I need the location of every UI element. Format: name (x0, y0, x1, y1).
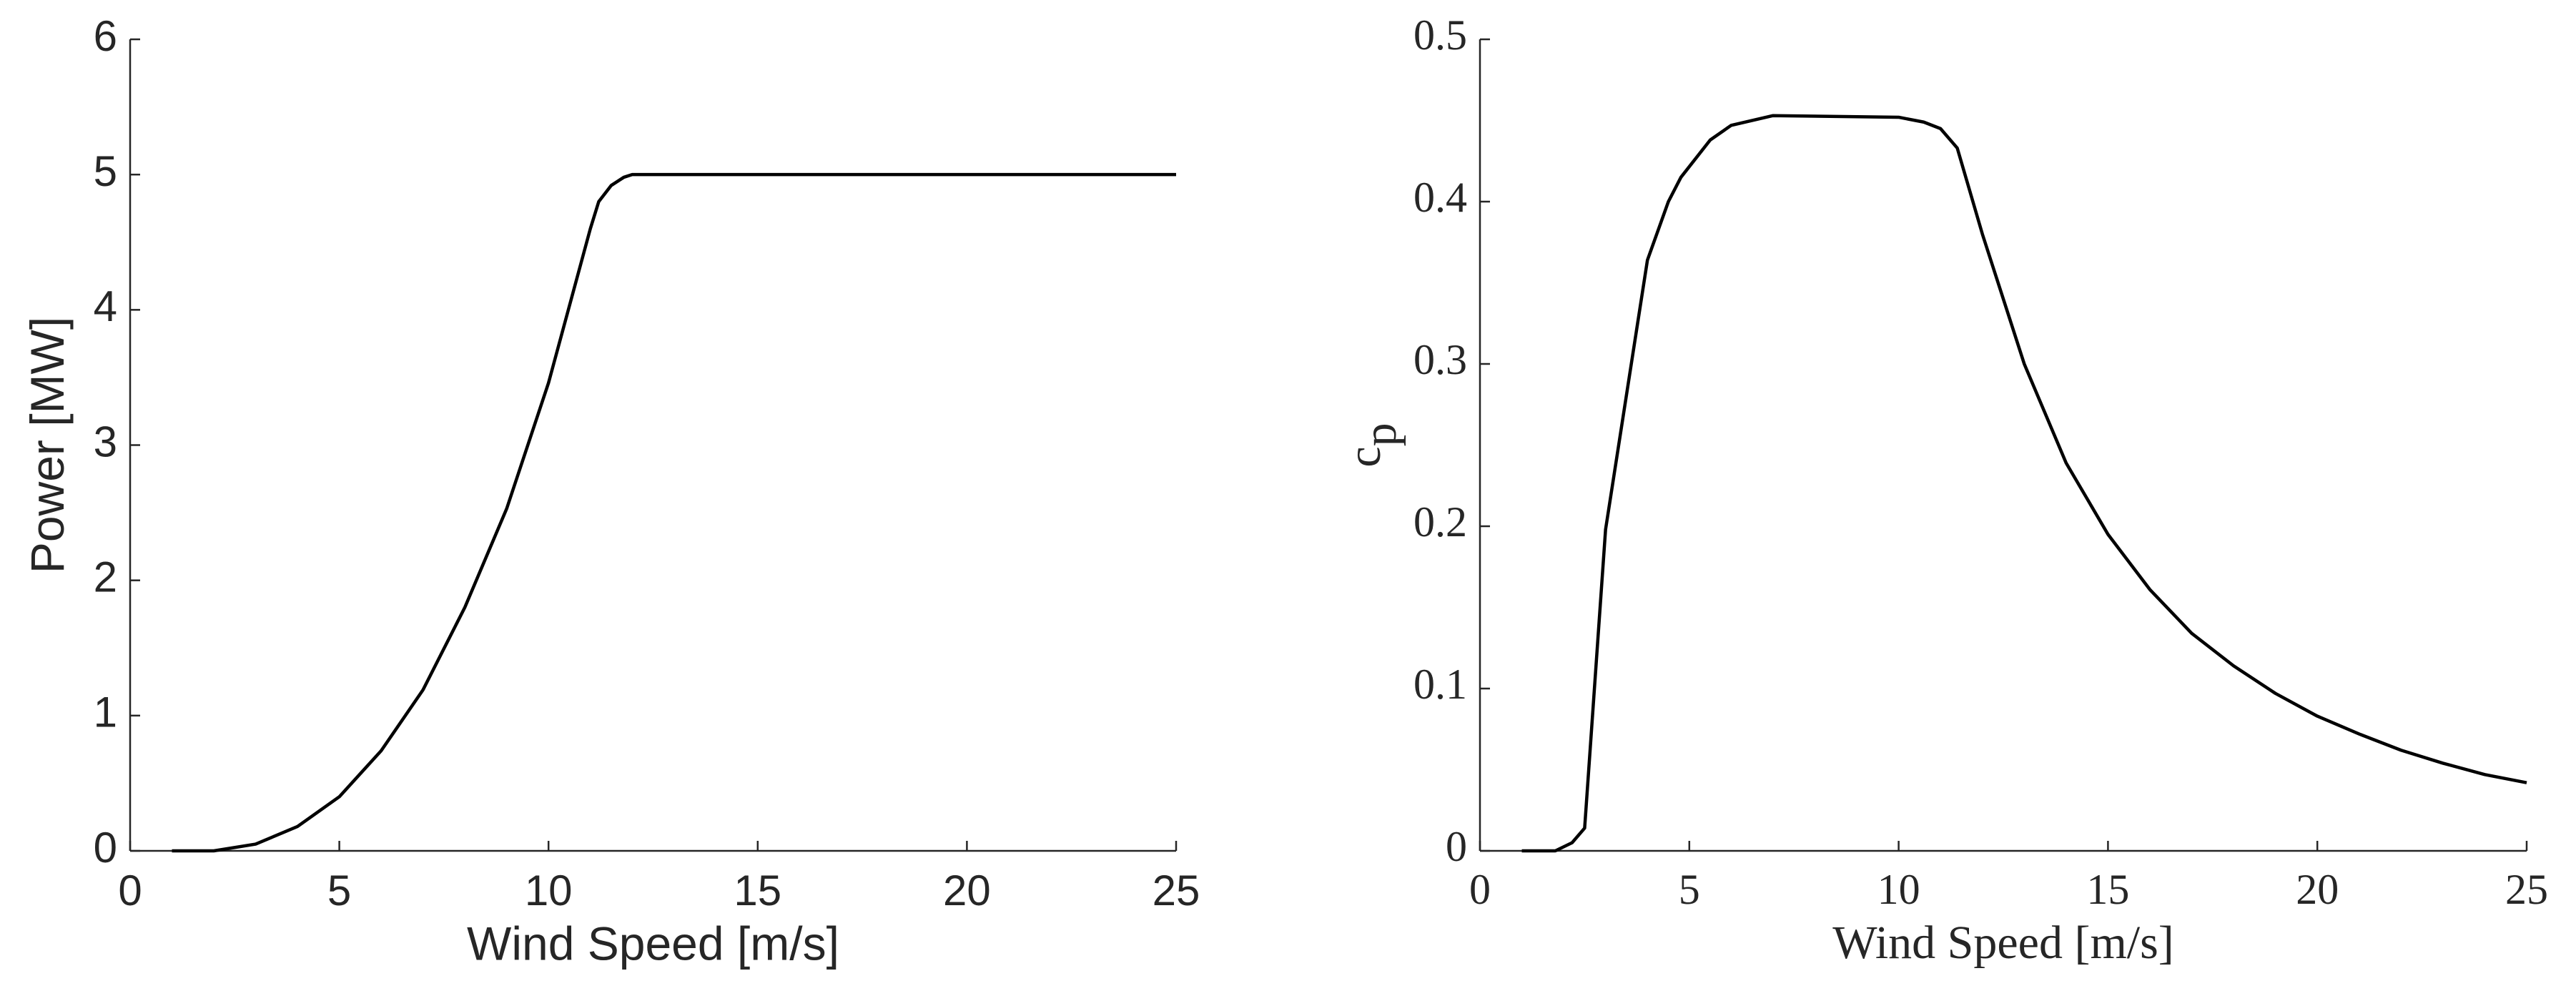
y-tick-label: 0 (1446, 823, 1467, 870)
y-axis-label: Power [MW] (21, 317, 74, 573)
y-axis-label: cp (1338, 423, 1406, 467)
y-tick-label: 6 (94, 12, 117, 60)
line-series (1521, 114, 2527, 853)
x-tick-label: 0 (118, 867, 142, 914)
y-tick-label: 0 (94, 824, 117, 872)
y-tick-label: 0.5 (1413, 11, 1467, 59)
x-tick-label: 15 (734, 867, 781, 914)
x-tick-label: 5 (1679, 866, 1700, 913)
x-tick-label: 25 (1153, 867, 1200, 914)
y-tick-label: 5 (94, 147, 117, 195)
y-label-main: c (1338, 446, 1391, 467)
x-tick-label: 20 (943, 867, 991, 914)
y-tick-label: 2 (94, 553, 117, 601)
y-tick-label: 0.4 (1413, 174, 1467, 221)
x-tick-label: 10 (1877, 866, 1920, 913)
line-series (172, 172, 1176, 853)
x-tick-label: 5 (327, 867, 351, 914)
x-tick-label: 25 (2505, 866, 2548, 913)
chart: 0 5 10 15 20 25 0 1 2 3 4 5 6 Wind Speed [m/s] Power [… (21, 12, 1200, 970)
y-label-main: Power [MW] (21, 317, 74, 573)
chart: 0 5 10 15 20 25 0 0.1 0.2 0.3 0.4 0.5 Wind Speed [m/… (1338, 11, 2548, 969)
x-axis-label: Wind Speed [m/s] (467, 917, 839, 970)
x-tick-label: 0 (1469, 866, 1491, 913)
x-tick-label: 15 (2086, 866, 2129, 913)
x-axis-label: Wind Speed [m/s] (1832, 917, 2174, 969)
x-tick-label: 10 (525, 867, 573, 914)
y-tick-label: 0.2 (1413, 498, 1467, 546)
x-tick-label: 20 (2296, 866, 2339, 913)
y-tick-label: 4 (94, 282, 117, 330)
y-tick-label: 3 (94, 418, 117, 465)
y-label-sub: p (1354, 423, 1406, 446)
y-tick-label: 1 (94, 689, 117, 736)
y-tick-label: 0.1 (1413, 661, 1467, 708)
y-tick-label: 0.3 (1413, 336, 1467, 383)
